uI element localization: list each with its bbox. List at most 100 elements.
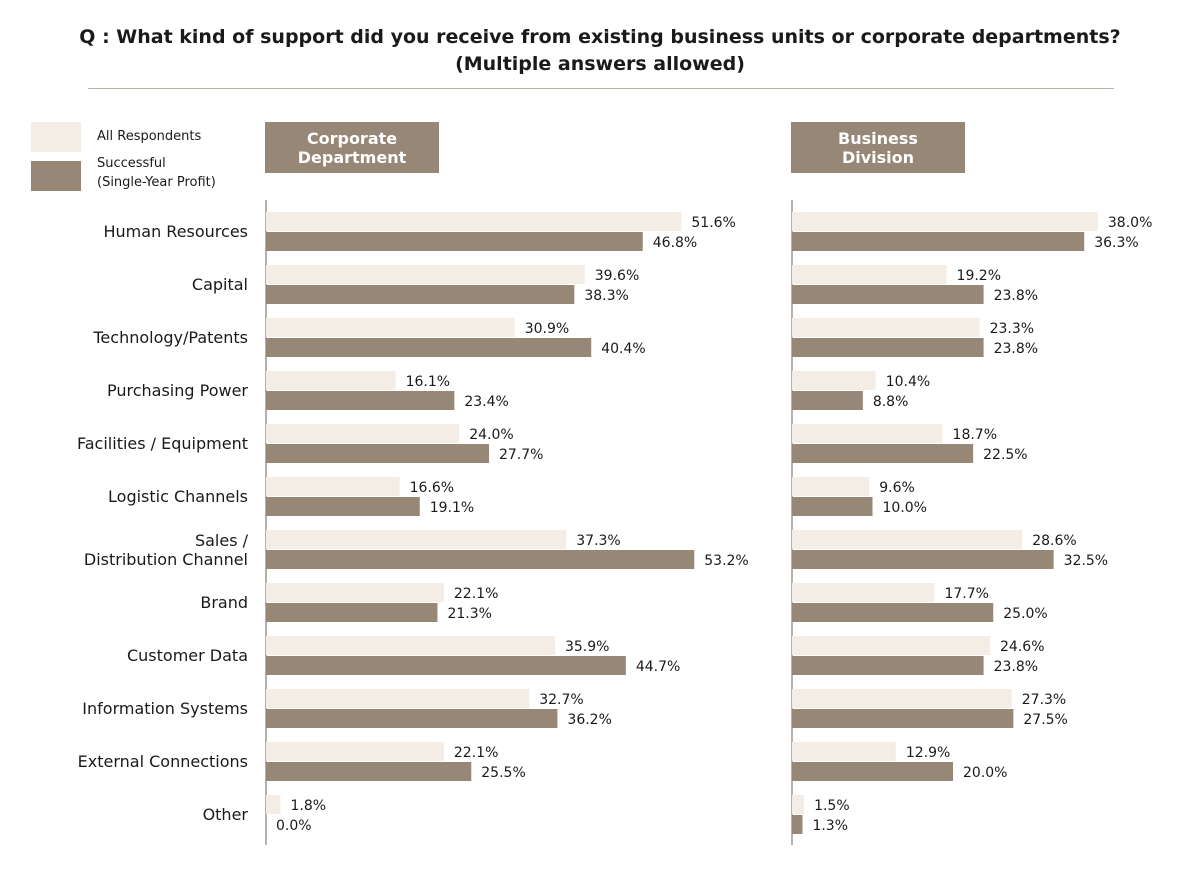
category-label: Capital — [192, 275, 248, 294]
bar-all-respondents — [266, 795, 281, 814]
category-label-line: Capital — [191, 275, 248, 294]
bar-value-label: 39.6% — [595, 268, 639, 284]
bar-value-label: 27.3% — [1022, 692, 1066, 708]
bar-all-respondents — [266, 212, 682, 231]
bar-value-label: 28.6% — [1032, 533, 1076, 549]
bar-all-respondents — [792, 742, 896, 761]
bar-value-label: 27.5% — [1023, 712, 1067, 728]
bar-successful — [792, 815, 803, 834]
category-label-line: External Connections — [77, 752, 248, 771]
category-label: Human Resources — [104, 222, 249, 241]
bar-value-label: 38.0% — [1108, 215, 1152, 231]
bar-value-label: 36.3% — [1094, 235, 1138, 251]
bar-value-label: 30.9% — [525, 321, 569, 337]
bar-value-label: 20.0% — [963, 765, 1007, 781]
bar-successful — [792, 391, 863, 410]
bar-value-label: 38.3% — [584, 288, 628, 304]
category-label-line: Human Resources — [103, 222, 249, 241]
category-label: Purchasing Power — [107, 381, 248, 400]
legend-swatch-successful — [31, 161, 81, 191]
bar-successful — [266, 285, 575, 304]
bar-successful — [266, 656, 626, 675]
bar-value-label: 32.5% — [1064, 553, 1108, 569]
category-label: Other — [203, 805, 248, 824]
bar-value-label: 1.5% — [814, 798, 850, 814]
bar-successful — [266, 709, 558, 728]
bar-successful — [792, 762, 953, 781]
title-line-2: (Multiple answers allowed) — [455, 53, 745, 75]
category-label: Sales / Distribution Channel — [84, 531, 248, 569]
bar-all-respondents — [792, 530, 1023, 549]
bar-all-respondents — [266, 689, 530, 708]
panel-header-corporate-line-1: Corporate — [306, 128, 398, 148]
bar-value-label: 23.8% — [994, 288, 1038, 304]
bar-value-label: 51.6% — [691, 215, 735, 231]
bar-all-respondents — [792, 583, 935, 602]
bar-all-respondents — [792, 318, 980, 337]
category-label: Brand — [200, 593, 248, 612]
bar-successful — [266, 762, 472, 781]
category-label-line: Logistic Channels — [108, 487, 248, 506]
bar-successful — [792, 656, 984, 675]
bar-all-respondents — [266, 371, 396, 390]
bar-value-label: 24.0% — [469, 427, 513, 443]
bar-all-respondents — [792, 636, 991, 655]
bar-value-label: 23.3% — [990, 321, 1034, 337]
bar-value-label: 0.0% — [276, 818, 312, 834]
bar-value-label: 27.7% — [499, 447, 543, 463]
bar-value-label: 10.4% — [886, 374, 930, 390]
bar-value-label: 37.3% — [576, 533, 620, 549]
bar-value-label: 40.4% — [601, 341, 645, 357]
category-label: Logistic Channels — [108, 487, 248, 506]
panel-header-corporate-department: Corporate Department — [265, 122, 439, 173]
category-label: Information Systems — [82, 699, 248, 718]
bar-successful — [792, 709, 1014, 728]
title-line-1: Q : What kind of support did you receive… — [79, 26, 1121, 48]
bar-value-label: 9.6% — [879, 480, 915, 496]
bar-value-label: 19.1% — [430, 500, 474, 516]
legend-label-successful: Successful (Single-Year Profit) — [97, 154, 216, 192]
category-label-line: Technology/Patents — [93, 328, 248, 347]
category-label-line: Customer Data — [126, 646, 248, 665]
bar-all-respondents — [266, 318, 515, 337]
title-divider — [88, 88, 1114, 89]
category-label-line: Brand — [200, 593, 248, 612]
bar-successful — [792, 285, 984, 304]
bar-value-label: 10.0% — [883, 500, 927, 516]
bar-value-label: 53.2% — [704, 553, 748, 569]
category-label-line: Distribution Channel — [83, 549, 248, 569]
bar-successful — [792, 444, 974, 463]
bar-successful — [266, 391, 455, 410]
bar-value-label: 16.1% — [406, 374, 450, 390]
bar-value-label: 21.3% — [447, 606, 491, 622]
bar-all-respondents — [266, 530, 567, 549]
bar-successful — [266, 497, 420, 516]
bar-all-respondents — [266, 636, 555, 655]
bar-all-respondents — [792, 265, 947, 284]
chart-title: Q : What kind of support did you receive… — [0, 24, 1200, 78]
bar-value-label: 22.5% — [983, 447, 1027, 463]
bar-value-label: 24.6% — [1000, 639, 1044, 655]
panel-header-business-division: Business Division — [791, 122, 965, 173]
bar-successful — [266, 232, 643, 251]
bar-value-label: 35.9% — [565, 639, 609, 655]
panel-header-business-line-1: Business — [838, 128, 918, 148]
bar-value-label: 22.1% — [454, 745, 498, 761]
bar-successful — [266, 338, 592, 357]
bar-all-respondents — [266, 265, 585, 284]
bar-value-label: 19.2% — [957, 268, 1001, 284]
legend-label-successful-line-1: Successful — [97, 156, 166, 171]
panel-header-corporate-line-2: Department — [297, 147, 407, 167]
bar-successful — [266, 444, 489, 463]
bar-value-label: 18.7% — [953, 427, 997, 443]
bar-value-label: 23.8% — [994, 341, 1038, 357]
category-label: Customer Data — [127, 646, 248, 665]
legend-swatch-all-respondents — [31, 122, 81, 152]
bar-successful — [792, 232, 1085, 251]
bar-value-label: 36.2% — [567, 712, 611, 728]
bar-value-label: 17.7% — [944, 586, 988, 602]
bar-value-label: 23.4% — [464, 394, 508, 410]
bar-all-respondents — [792, 371, 876, 390]
bar-value-label: 8.8% — [873, 394, 909, 410]
